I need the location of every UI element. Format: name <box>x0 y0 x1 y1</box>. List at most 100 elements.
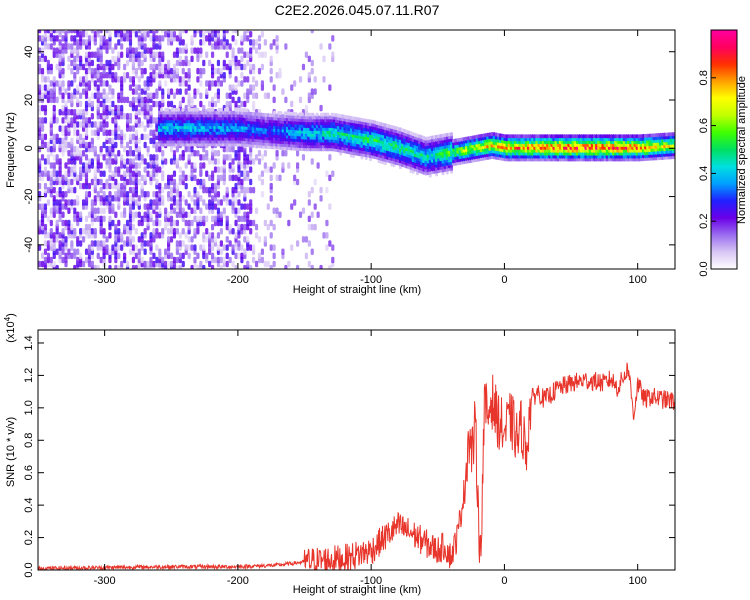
spectrogram-cell <box>114 264 118 269</box>
spectrogram-cell <box>96 121 100 128</box>
spectrogram-cell <box>114 211 118 219</box>
spectrogram-cell <box>61 92 65 100</box>
spectrogram-cell <box>55 219 59 227</box>
spectrogram-cell <box>225 30 229 34</box>
spectrogram-cell <box>228 223 232 231</box>
spectrogram-cell <box>70 166 74 173</box>
spectrogram-cell <box>301 207 306 214</box>
spectrogram-cell <box>38 35 42 42</box>
spectrogram-cell <box>246 154 250 161</box>
spectrogram-cell <box>272 260 276 268</box>
spectrogram-cell <box>237 145 241 153</box>
spectrogram-cell <box>169 215 174 223</box>
spectrogram-cell <box>213 158 218 165</box>
spectrogram-cell <box>190 219 194 227</box>
spectrogram-cell <box>193 162 197 169</box>
spectrogram-cell <box>117 227 121 235</box>
spectrogram-cell <box>254 232 259 239</box>
spectrogram-cell <box>208 260 212 268</box>
spectrogram-cell <box>257 158 262 165</box>
spectrogram-cell <box>237 215 241 223</box>
spectrogram-cell <box>237 207 241 214</box>
spectrogram-cell <box>178 30 182 34</box>
spectrogram-cell <box>269 219 273 227</box>
spectrogram-cell <box>81 162 86 169</box>
spectrogram-cell <box>243 30 247 38</box>
spectrogram-cell <box>234 84 238 91</box>
spectrogram-cell <box>125 191 130 198</box>
spectrogram-cell <box>40 260 45 268</box>
spectrogram-cell <box>310 186 314 194</box>
spectrogram-cell <box>61 117 65 124</box>
spectrogram-cell <box>187 219 191 227</box>
spectrogram-cell <box>196 47 200 54</box>
spectrogram-cell <box>325 219 329 227</box>
spectrogram-cell <box>175 199 179 206</box>
spectrogram-cell <box>228 59 232 67</box>
spectrogram-cell <box>225 236 229 243</box>
spectrogram-cell <box>249 199 253 206</box>
spectrogram-cell <box>254 47 259 54</box>
spectrogram-ridge-cell <box>211 107 215 112</box>
spectrogram-cell <box>55 117 59 124</box>
spectrogram-cell <box>249 219 253 227</box>
spectrogram-cell <box>231 260 235 268</box>
spectrogram-cell <box>73 264 77 269</box>
spectrogram-cell <box>67 80 71 87</box>
spectrogram-cell <box>120 43 124 50</box>
spectrogram-cell <box>219 166 223 173</box>
spectrogram-cell <box>131 88 136 95</box>
spectrogram-cell <box>164 260 168 268</box>
spectrogram-cell <box>120 154 124 161</box>
spectrogram-cell <box>290 203 294 210</box>
spectrogram-cell <box>117 252 121 260</box>
spectrogram-cell <box>202 154 206 161</box>
spectrogram-cell <box>52 30 56 34</box>
spectrogram-cell <box>178 174 182 182</box>
spectrogram-cell <box>99 100 103 108</box>
spectrogram-cell <box>108 215 112 223</box>
spectrogram-cell <box>123 158 127 165</box>
spectrogram-cell <box>125 141 130 149</box>
spectrogram-cell <box>243 92 247 100</box>
spectrogram-cell <box>120 260 124 268</box>
spectrogram-cell <box>222 244 226 251</box>
spectrogram-cell <box>43 117 48 124</box>
spectrogram-cell <box>249 244 253 251</box>
spectrogram-cell <box>46 154 50 161</box>
spectrogram-cell <box>284 149 288 157</box>
spectrogram-cell <box>134 154 138 161</box>
spectrogram-cell <box>146 170 150 178</box>
spectrogram-cell <box>331 51 335 58</box>
spectrogram-cell <box>79 30 83 38</box>
spectrogram-cell <box>257 51 262 58</box>
spectrogram-cell <box>73 199 77 206</box>
spectrogram-cell <box>67 158 71 165</box>
spectrogram-cell <box>237 199 241 206</box>
spectrogram-cell <box>254 260 259 268</box>
spectrogram-cell <box>175 211 179 219</box>
spectrogram-cell <box>190 162 194 169</box>
spectrogram-cell <box>243 264 247 269</box>
spectrogram-cell <box>131 47 136 54</box>
spectrogram-cell <box>249 227 253 235</box>
figure-title: C2E2.2026.045.07.11.R07 <box>275 2 440 18</box>
spectrogram-cell <box>228 43 232 50</box>
spectrogram-cell <box>216 59 221 67</box>
spectrogram-cell <box>243 211 247 219</box>
spectrogram-cell <box>257 43 262 50</box>
spectrogram-cell <box>199 178 203 186</box>
spectrogram-cell <box>76 236 80 243</box>
spectrogram-cell <box>143 211 147 219</box>
spectrogram-cell <box>43 84 48 91</box>
spectrogram-cell <box>216 199 221 206</box>
spectrogram-cell <box>46 215 50 223</box>
spectrogram-cell <box>84 248 89 255</box>
spectrogram-cell <box>240 35 244 42</box>
spectrogram-cell <box>38 47 42 54</box>
spectrogram-cell <box>64 252 68 260</box>
spectrogram-cell <box>205 236 209 243</box>
spectrogram-cell <box>301 63 306 71</box>
spectrogram-cell <box>178 252 182 260</box>
spectrogram-cell <box>67 55 71 63</box>
